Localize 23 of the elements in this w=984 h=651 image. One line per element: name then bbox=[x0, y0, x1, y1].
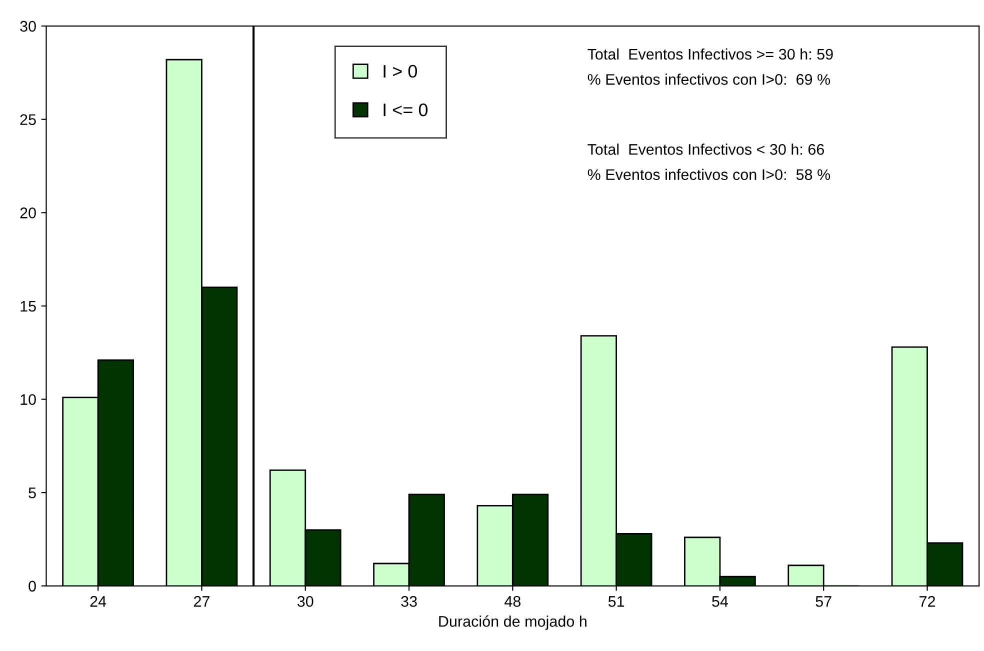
annotation: Total Eventos Infectivos >= 30 h: 59 bbox=[588, 48, 833, 60]
annotation: % Eventos infectivos con I>0: 69 % bbox=[588, 74, 830, 85]
x-tick-label: 48 bbox=[504, 596, 520, 607]
x-tick-label: 57 bbox=[816, 596, 832, 607]
y-tick-label: 0 bbox=[28, 580, 36, 592]
x-tick-label: 24 bbox=[90, 596, 106, 607]
x-tick-label: 30 bbox=[297, 596, 314, 607]
y-tick-label: 15 bbox=[20, 300, 36, 312]
annotation: % Eventos infectivos con I>0: 58 % bbox=[588, 168, 830, 180]
y-tick-label: 5 bbox=[28, 488, 36, 498]
y-tick-label: 25 bbox=[20, 114, 36, 126]
y-tick-label: 20 bbox=[20, 208, 36, 218]
x-tick-label: 33 bbox=[401, 596, 417, 607]
x-tick-label: 27 bbox=[194, 596, 210, 607]
x-axis-title: Duración de mojado h bbox=[439, 615, 586, 630]
x-tick-label: 51 bbox=[608, 596, 624, 607]
legend-label: I <= 0 bbox=[384, 103, 428, 116]
annotation: Total Eventos Infectivos < 30 h: 66 bbox=[588, 144, 824, 155]
x-tick-label: 54 bbox=[712, 596, 728, 607]
legend-label: I > 0 bbox=[384, 64, 417, 78]
x-tick-label: 72 bbox=[920, 596, 935, 607]
y-tick-label: 30 bbox=[20, 20, 36, 32]
y-tick-label: 10 bbox=[20, 394, 36, 405]
